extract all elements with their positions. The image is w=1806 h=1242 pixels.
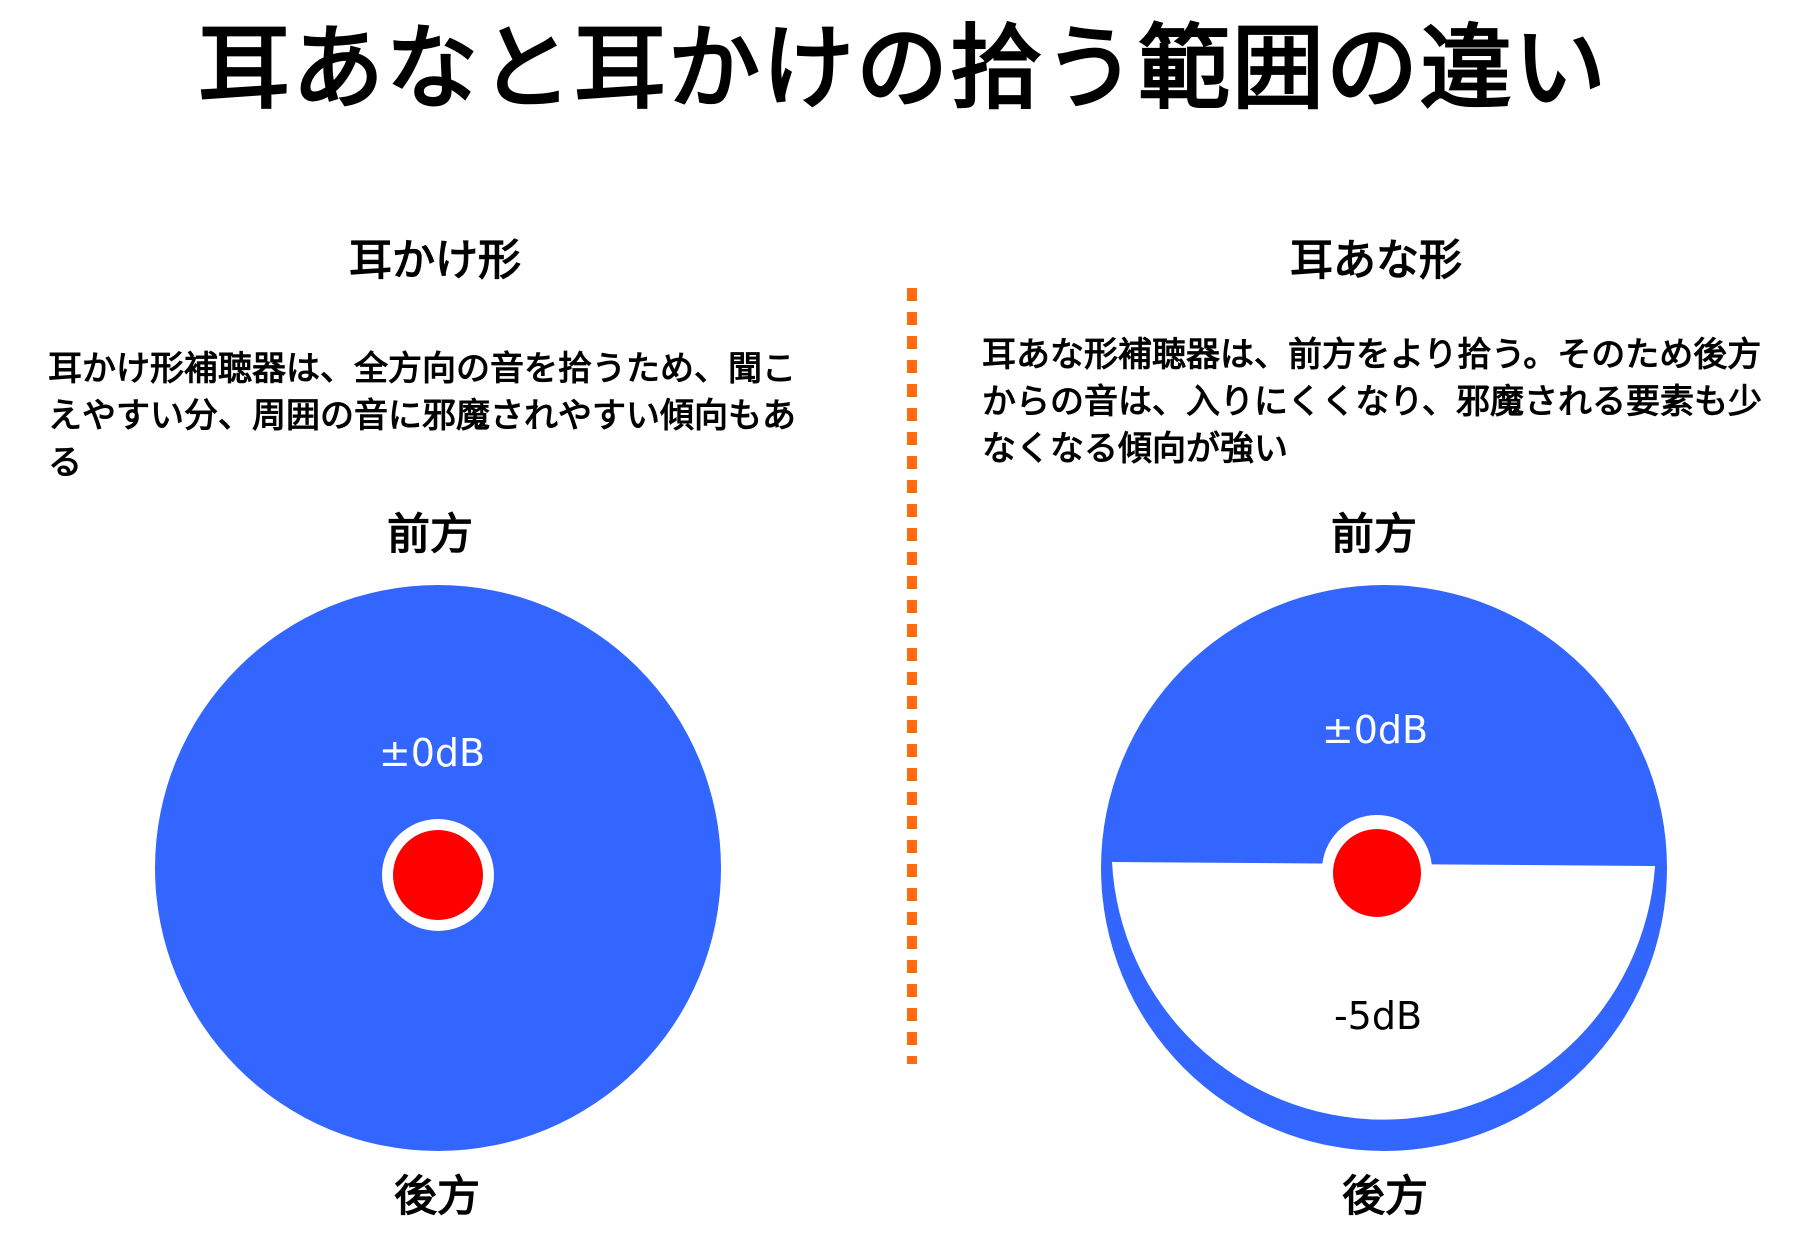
behind-the-ear-front-level: ±0dB — [379, 731, 485, 775]
in-the-ear-front-level: ±0dB — [1322, 708, 1428, 752]
behind-the-ear-pickup-diagram: ±0dB — [155, 585, 721, 1151]
in-the-ear-front-label: 前方 — [1331, 510, 1417, 560]
in-the-ear-heading: 耳あな形 — [1290, 236, 1462, 286]
in-the-ear-ear-dot — [1333, 829, 1421, 917]
in-the-ear-description: 耳あな形補聴器は、前方をより拾う。そのため後方からの音は、入りにくくなり、邪魔さ… — [982, 335, 1762, 469]
behind-the-ear-description: 耳かけ形補聴器は、全方向の音を拾うため、聞こえやすい分、周囲の音に邪魔されやすい… — [48, 349, 796, 483]
in-the-ear-back-region — [1112, 862, 1655, 1120]
in-the-ear-back-level: -5dB — [1334, 994, 1422, 1038]
column-divider — [907, 288, 917, 1064]
behind-the-ear-ear-dot — [393, 830, 483, 920]
behind-the-ear-heading: 耳かけ形 — [349, 236, 521, 286]
behind-the-ear-back-label: 後方 — [394, 1172, 480, 1222]
page-title: 耳あなと耳かけの拾う範囲の違い — [197, 15, 1608, 122]
in-the-ear-pickup-diagram: ±0dB -5dB — [1101, 585, 1667, 1151]
behind-the-ear-front-label: 前方 — [387, 510, 473, 560]
in-the-ear-back-label: 後方 — [1342, 1172, 1428, 1222]
